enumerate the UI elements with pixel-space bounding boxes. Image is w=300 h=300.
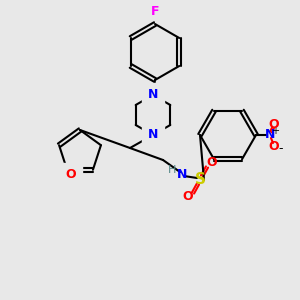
Text: S: S: [194, 172, 206, 188]
Text: F: F: [151, 5, 159, 18]
Text: +: +: [271, 126, 279, 136]
Text: N: N: [148, 128, 158, 142]
Text: O: O: [269, 140, 279, 154]
Text: N: N: [265, 128, 275, 142]
Text: N: N: [177, 167, 187, 181]
Text: O: O: [66, 168, 76, 181]
Text: H: H: [168, 165, 176, 175]
Text: N: N: [148, 88, 158, 101]
Text: O: O: [269, 118, 279, 131]
Text: O: O: [207, 157, 217, 169]
Text: -: -: [279, 142, 283, 155]
Text: O: O: [183, 190, 193, 203]
